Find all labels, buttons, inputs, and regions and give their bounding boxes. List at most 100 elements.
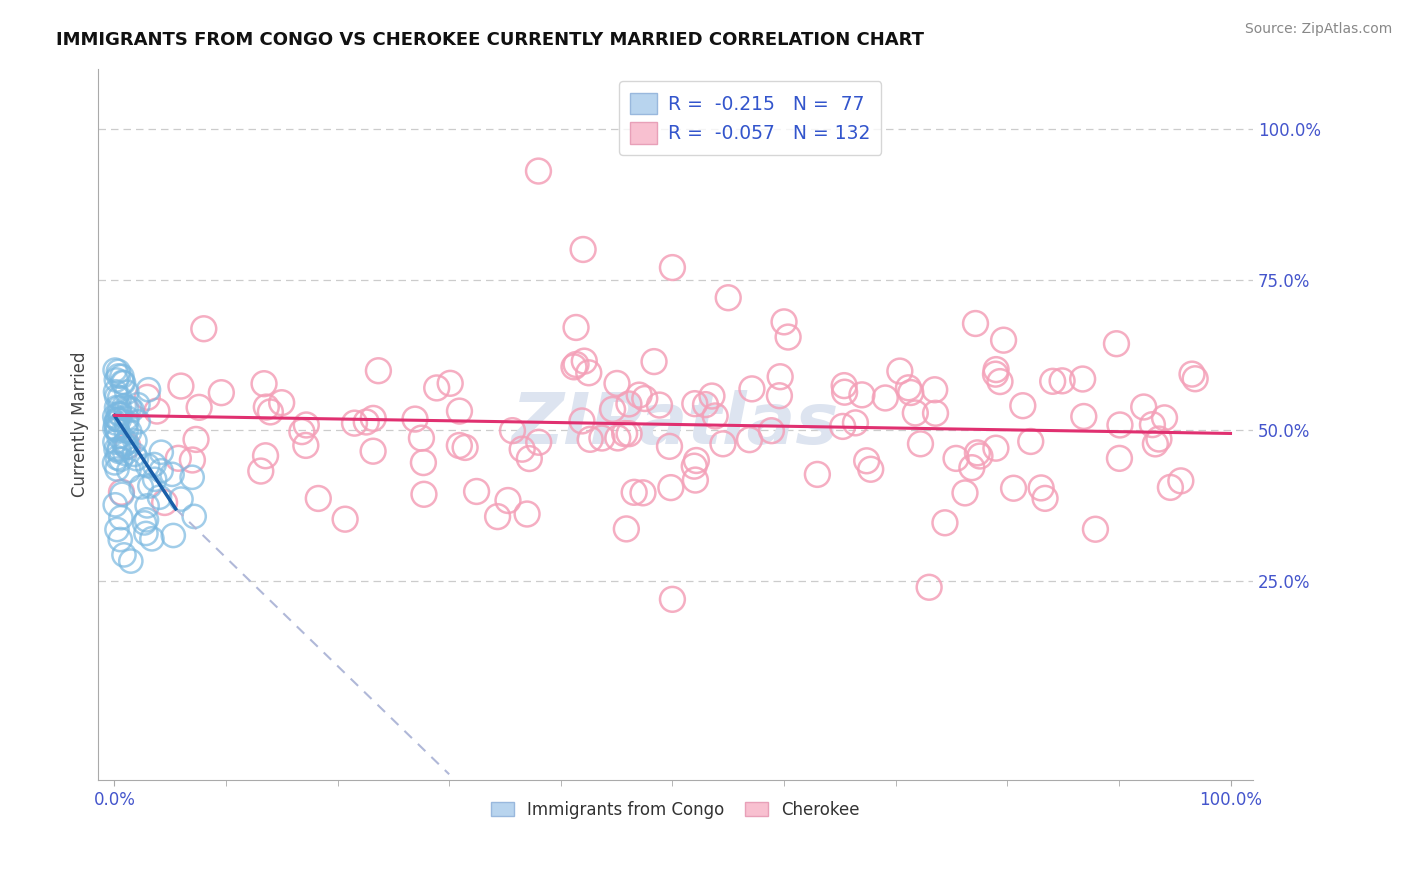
Point — [969, 449, 991, 463]
Point — [135, 526, 157, 541]
Point — [602, 402, 624, 417]
Point — [361, 411, 384, 425]
Point — [984, 441, 1007, 455]
Point — [333, 512, 356, 526]
Point — [449, 438, 471, 452]
Point — [361, 444, 384, 458]
Point — [160, 467, 183, 482]
Point — [181, 453, 204, 467]
Point — [695, 398, 717, 412]
Point — [291, 425, 314, 439]
Point — [153, 495, 176, 509]
Point — [897, 381, 920, 395]
Point — [115, 385, 138, 400]
Point — [960, 460, 983, 475]
Point — [517, 451, 540, 466]
Point — [1153, 410, 1175, 425]
Point — [465, 484, 488, 499]
Point — [136, 458, 159, 473]
Point — [105, 523, 128, 537]
Point — [124, 447, 146, 461]
Point — [683, 397, 706, 411]
Point — [112, 438, 135, 452]
Point — [565, 358, 588, 372]
Point — [104, 409, 127, 424]
Point — [634, 392, 657, 406]
Point — [184, 433, 207, 447]
Point — [953, 486, 976, 500]
Point — [183, 509, 205, 524]
Text: ZIPatlas: ZIPatlas — [512, 390, 839, 458]
Point — [181, 470, 204, 484]
Point — [658, 439, 681, 453]
Point — [107, 412, 129, 426]
Point — [107, 364, 129, 378]
Point — [404, 412, 426, 426]
Point — [572, 243, 595, 257]
Point — [115, 411, 138, 425]
Point — [121, 403, 143, 417]
Point — [112, 376, 135, 390]
Point — [127, 398, 149, 412]
Point — [613, 426, 636, 441]
Point — [118, 463, 141, 477]
Point — [449, 404, 471, 418]
Point — [104, 363, 127, 377]
Point — [965, 317, 987, 331]
Point — [110, 452, 132, 467]
Point — [254, 449, 277, 463]
Point — [188, 401, 211, 415]
Point — [875, 391, 897, 405]
Point — [1109, 417, 1132, 432]
Point — [104, 421, 127, 435]
Point — [578, 366, 600, 380]
Point — [831, 419, 853, 434]
Point — [108, 391, 131, 405]
Point — [105, 373, 128, 387]
Point — [104, 456, 127, 470]
Point — [768, 389, 790, 403]
Point — [643, 354, 665, 368]
Point — [105, 401, 128, 415]
Point — [108, 401, 131, 415]
Point — [110, 485, 132, 500]
Point — [120, 554, 142, 568]
Point — [1073, 409, 1095, 424]
Point — [1042, 374, 1064, 388]
Point — [685, 453, 707, 467]
Point — [1033, 491, 1056, 506]
Point — [683, 459, 706, 474]
Point — [111, 487, 134, 501]
Point — [1142, 417, 1164, 432]
Point — [254, 400, 277, 414]
Point — [993, 333, 1015, 347]
Point — [704, 409, 727, 423]
Point — [105, 422, 128, 436]
Point — [910, 437, 932, 451]
Point — [834, 385, 856, 400]
Point — [711, 437, 734, 451]
Legend: Immigrants from Congo, Cherokee: Immigrants from Congo, Cherokee — [484, 794, 866, 825]
Point — [118, 401, 141, 415]
Point — [146, 404, 169, 418]
Point — [150, 445, 173, 459]
Point — [984, 362, 1007, 376]
Point — [307, 491, 329, 506]
Point — [354, 415, 377, 429]
Point — [138, 383, 160, 397]
Point — [115, 416, 138, 430]
Point — [104, 435, 127, 450]
Point — [259, 405, 281, 419]
Point — [628, 388, 651, 402]
Point — [270, 395, 292, 409]
Point — [209, 385, 232, 400]
Point — [527, 435, 550, 450]
Point — [117, 439, 139, 453]
Point — [108, 407, 131, 421]
Point — [851, 388, 873, 402]
Point — [900, 385, 922, 400]
Point — [571, 414, 593, 428]
Point — [413, 487, 436, 501]
Point — [1105, 336, 1128, 351]
Point — [148, 490, 170, 504]
